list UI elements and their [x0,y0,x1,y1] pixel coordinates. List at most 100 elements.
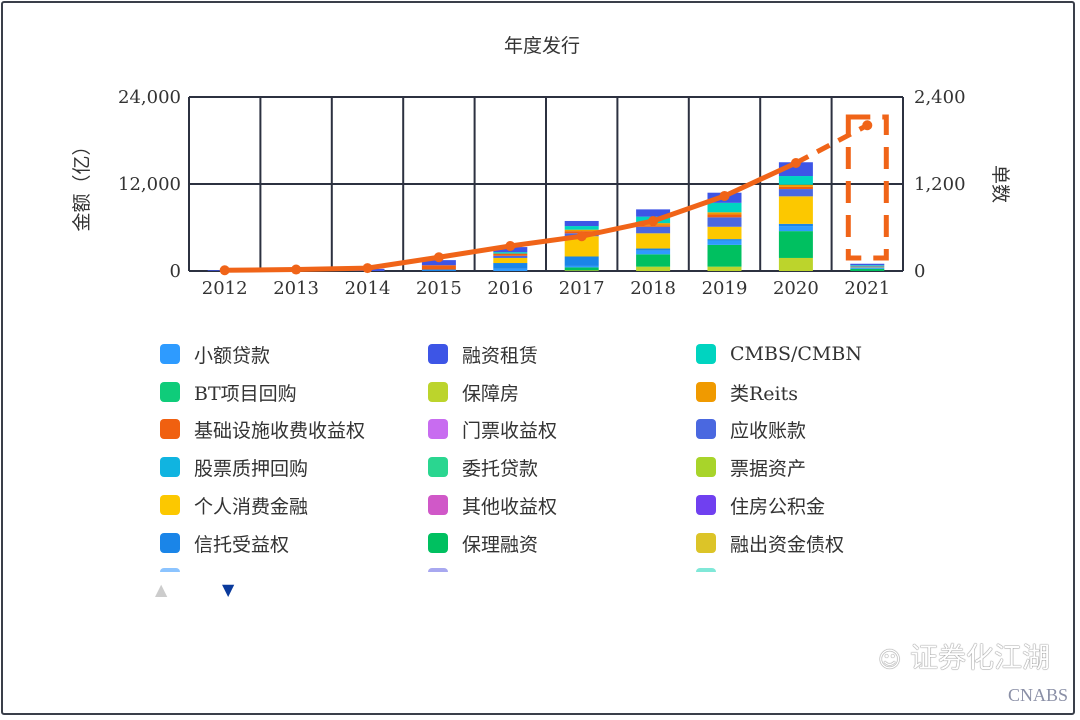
legend-item[interactable]: 基础设施收费收益权 [160,417,366,442]
bar-segment [493,268,528,271]
bar-segment [636,266,671,271]
legend-label: 融出资金债权 [730,533,845,556]
bar-segment [636,225,671,227]
x-tick-label: 2016 [487,278,533,299]
x-tick-label: 2012 [202,278,248,299]
bar-segment [850,268,885,271]
x-tick-label: 2013 [273,278,319,299]
legend-item[interactable]: 个人消费金融 [160,493,309,518]
legend-label: 信托受益权 [194,533,290,556]
bar-segment [564,226,599,230]
legend-page-up-icon[interactable]: ▲ [155,580,168,599]
bar-segment [850,265,885,266]
line-series-forecast [794,123,869,166]
legend-label: 应收账款 [730,419,807,442]
bar-segment [707,226,742,240]
bar-segment [850,267,885,269]
legend-item-partial[interactable] [696,566,730,572]
bar-segment [850,266,885,268]
legend-label: 个人消费金融 [194,495,309,518]
y-tick-label: 12,000 [118,174,181,195]
legend-label: BT项目回购 [194,382,297,405]
bar-segment [564,220,599,227]
legend-label: 其他收益权 [462,495,558,518]
bar-segment [421,265,456,270]
legend-item-partial[interactable] [428,566,462,572]
bar-segment [636,248,671,251]
bar-segment [778,176,813,185]
bar-segment [636,254,671,267]
legend-item[interactable]: 票据资产 [696,455,806,480]
line-point [862,120,873,131]
highlight-box [845,114,889,261]
x-tick-label: 2019 [702,278,748,299]
legend-item[interactable]: 其他收益权 [428,493,558,518]
bar-segment [778,186,813,190]
legend-item[interactable]: 融资租赁 [428,342,538,367]
legend-item[interactable]: 股票质押回购 [160,455,309,480]
bar-segment [778,184,813,187]
bar-segment [707,239,742,241]
legend-item[interactable]: 委托贷款 [428,455,539,480]
bar-segment [778,231,813,258]
x-tick-label: 2018 [630,278,676,299]
legend-item[interactable]: 融出资金债权 [696,531,845,556]
bar-segment [707,202,742,213]
line-point [505,240,516,251]
legend-label: 股票质押回购 [194,457,309,480]
bar-segment [778,189,813,197]
legend-swatch [696,382,716,402]
legend-item[interactable]: 保理融资 [428,531,538,556]
bar-segment [636,250,671,255]
legend-swatch [428,382,448,402]
x-tick-label: 2021 [844,278,890,299]
line-point [219,265,230,276]
legend-label: 基础设施收费收益权 [194,419,366,442]
legend-item[interactable]: 类Reits [696,380,798,405]
legend-swatch [428,533,448,553]
y2-tick-label: 2,400 [914,87,966,108]
bar-segment [636,226,671,234]
legend-swatch [428,344,448,364]
line-point [719,190,730,201]
bar-segment [564,265,599,268]
bar-segment [564,267,599,271]
legend-swatch [428,495,448,515]
x-tick-label: 2014 [345,278,391,299]
legend-swatch [428,419,448,439]
watermark: ☺ 证券化江湖 [878,642,1050,674]
legend-label: 保障房 [462,382,520,405]
bar-segment [493,257,528,264]
wechat-icon: ☺ [878,648,902,673]
line-point [433,252,444,263]
legend-item[interactable]: BT项目回购 [160,380,297,405]
legend-page-down-icon[interactable]: ▼ [222,580,235,599]
legend-item[interactable]: 门票收益权 [428,417,557,442]
legend-swatch [696,419,716,439]
legend-item[interactable]: CMBS/CMBN [696,342,862,366]
line-point [790,157,801,168]
legend-item[interactable]: 应收账款 [696,417,807,442]
bar-segment [636,209,671,217]
legend-item[interactable]: 小额贷款 [160,342,270,367]
legend-label: 委托贷款 [462,457,539,480]
legend: 小额贷款 融资租赁 CMBS/CMBN BT项目回购 保障房 类Reits 基础设施收费收益… [0,330,1080,572]
y-tick-label: 24,000 [118,87,181,108]
legend-item[interactable]: 保障房 [428,380,520,405]
legend-item-partial[interactable] [160,566,194,572]
bar-segment [778,257,813,271]
legend-swatch [696,533,716,553]
bar-segment [850,265,885,267]
bar-segment [778,226,813,232]
legend-swatch [696,495,716,515]
bar-segment [493,255,528,258]
bar-segment [421,260,456,266]
chart-title: 年度发行 [504,35,580,57]
legend-item[interactable]: 住房公积金 [696,493,825,518]
line-point [576,231,587,242]
legend-swatch [160,457,180,477]
bar-segment [564,270,599,271]
legend-item[interactable]: 信托受益权 [160,531,290,556]
